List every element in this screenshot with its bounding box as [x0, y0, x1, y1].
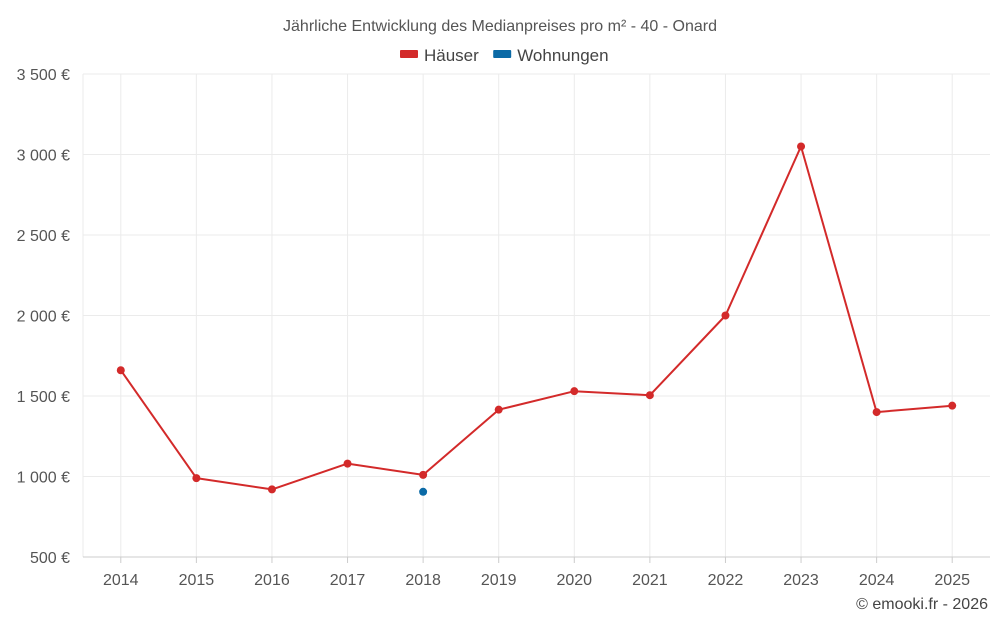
- data-point: [344, 460, 352, 468]
- grid: [83, 74, 990, 557]
- x-tick-label: 2019: [481, 572, 517, 589]
- data-point: [948, 402, 956, 410]
- legend-label: Wohnungen: [517, 46, 608, 65]
- x-tick-label: 2015: [179, 572, 215, 589]
- y-tick-label: 1 000 €: [17, 470, 70, 487]
- x-tick-label: 2025: [934, 572, 970, 589]
- x-tick-label: 2014: [103, 572, 139, 589]
- x-tick-label: 2020: [556, 572, 592, 589]
- legend-label: Häuser: [424, 46, 479, 65]
- y-tick-label: 2 000 €: [17, 309, 70, 326]
- series-layer: [117, 142, 956, 495]
- y-tick-label: 3 000 €: [17, 148, 70, 165]
- x-tick-label: 2023: [783, 572, 819, 589]
- y-tick-label: 500 €: [30, 550, 70, 567]
- legend-swatch: [400, 50, 418, 58]
- data-point: [192, 474, 200, 482]
- x-tick-label: 2016: [254, 572, 290, 589]
- x-tick-label: 2021: [632, 572, 668, 589]
- x-tick-label: 2024: [859, 572, 895, 589]
- x-tick-label: 2017: [330, 572, 366, 589]
- legend-item[interactable]: Häuser: [400, 46, 479, 65]
- chart-title: Jährliche Entwicklung des Medianpreises …: [283, 18, 717, 35]
- y-tick-label: 2 500 €: [17, 228, 70, 245]
- data-point: [419, 488, 427, 496]
- y-tick-label: 1 500 €: [17, 389, 70, 406]
- data-point: [721, 312, 729, 320]
- credit-text: © emooki.fr - 2026: [856, 596, 988, 613]
- x-tick-label: 2022: [708, 572, 744, 589]
- data-point: [419, 471, 427, 479]
- data-point: [873, 408, 881, 416]
- x-axis: 2014 2015 2016 2017 2018 2019 2020 2021 2022 2023…: [83, 557, 990, 589]
- series-line: [121, 146, 952, 489]
- legend-swatch: [493, 50, 511, 58]
- data-point: [268, 485, 276, 493]
- legend-item[interactable]: Wohnungen: [493, 46, 608, 65]
- data-point: [495, 406, 503, 414]
- data-point: [570, 387, 578, 395]
- x-tick-label: 2018: [405, 572, 441, 589]
- y-tick-label: 3 500 €: [17, 67, 70, 84]
- y-axis: 500 € 1 000 € 1 500 € 2 000 € 2 500 € 3 000 €…: [17, 67, 70, 567]
- data-point: [646, 391, 654, 399]
- data-point: [797, 142, 805, 150]
- legend: Häuser Wohnungen: [400, 46, 609, 65]
- data-point: [117, 366, 125, 374]
